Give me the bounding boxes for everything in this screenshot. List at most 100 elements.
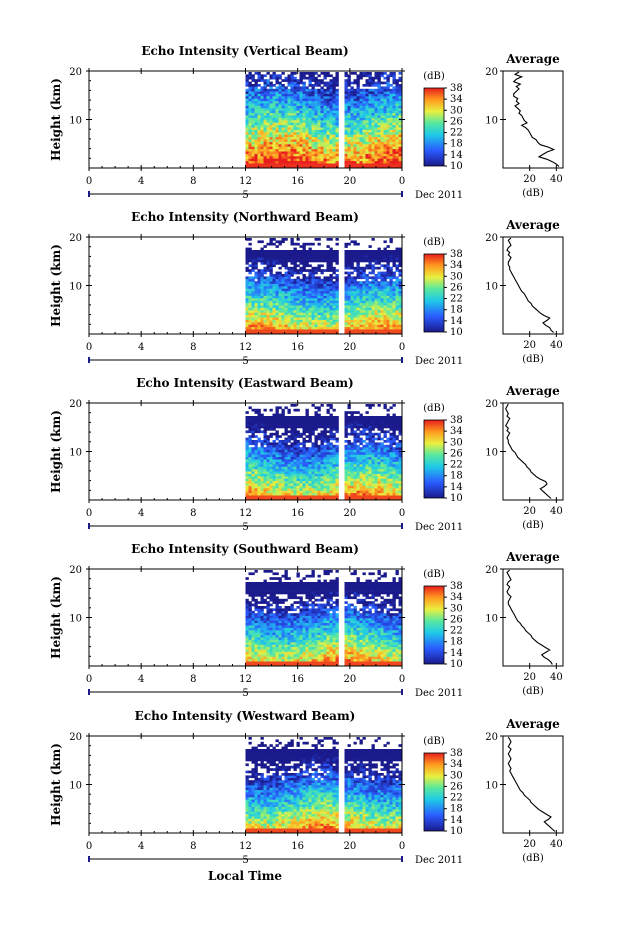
heatmap-cell bbox=[305, 105, 309, 109]
heatmap-cell bbox=[344, 326, 348, 330]
heatmap-cell bbox=[296, 464, 300, 467]
heatmap-cell bbox=[368, 160, 372, 164]
heatmap-cell bbox=[257, 250, 261, 253]
heatmap-cell bbox=[323, 281, 327, 284]
heatmap-cell bbox=[251, 148, 255, 152]
heatmap-cell bbox=[362, 122, 366, 126]
heatmap-cell bbox=[317, 478, 321, 482]
heatmap-cell bbox=[245, 319, 249, 323]
heatmap-cell bbox=[275, 91, 279, 94]
heatmap-cell bbox=[347, 79, 351, 82]
heatmap-cell bbox=[245, 141, 249, 145]
x-tick-label: 0 bbox=[86, 176, 92, 187]
heatmap-cell bbox=[386, 165, 390, 169]
heatmap-cell bbox=[245, 488, 249, 491]
heatmap-cell bbox=[392, 100, 396, 104]
heatmap-cell bbox=[266, 447, 270, 450]
heatmap-cell bbox=[335, 117, 339, 121]
heatmap-cell bbox=[293, 139, 297, 142]
heatmap-cell bbox=[317, 293, 321, 296]
heatmap-cell bbox=[311, 485, 315, 489]
heatmap-cell bbox=[314, 461, 318, 465]
heatmap-cell bbox=[302, 317, 306, 320]
heatmap-cell bbox=[353, 425, 357, 429]
heatmap-cell bbox=[263, 461, 267, 465]
heatmap-cell bbox=[350, 100, 354, 104]
heatmap-cell bbox=[266, 423, 270, 426]
heatmap-cell bbox=[290, 312, 294, 316]
heatmap-cell bbox=[326, 112, 330, 116]
heatmap-cell bbox=[287, 423, 291, 426]
heatmap-cell bbox=[386, 79, 390, 82]
heatmap-cell bbox=[353, 120, 357, 123]
heatmap-cell bbox=[365, 293, 369, 296]
heatmap-cell bbox=[275, 312, 279, 316]
heatmap-cell bbox=[392, 293, 396, 296]
heatmap-cell bbox=[377, 322, 381, 325]
heatmap-cell bbox=[266, 156, 270, 159]
x-tick-label: 16 bbox=[291, 342, 304, 353]
heatmap-cell bbox=[257, 96, 261, 99]
heatmap-cell bbox=[290, 91, 294, 94]
heatmap-cell bbox=[329, 139, 333, 142]
heatmap-cell bbox=[326, 314, 330, 318]
heatmap-cell bbox=[248, 100, 252, 104]
heatmap-cell bbox=[392, 79, 396, 82]
heatmap-cell bbox=[293, 319, 297, 323]
heatmap-cell bbox=[353, 242, 357, 246]
heatmap-cell bbox=[254, 454, 258, 458]
heatmap-cell bbox=[293, 105, 297, 109]
heatmap-cell bbox=[299, 307, 303, 311]
heatmap-cell bbox=[299, 165, 303, 169]
heatmap-cell bbox=[266, 437, 270, 441]
heatmap-cell bbox=[281, 480, 285, 484]
heatmap-cell bbox=[287, 250, 291, 253]
heatmap-cell bbox=[329, 326, 333, 330]
heatmap-cell bbox=[395, 124, 399, 128]
heatmap-cell bbox=[296, 81, 300, 85]
heatmap-cell bbox=[398, 79, 402, 82]
heatmap-cell bbox=[359, 314, 363, 318]
heatmap-cell bbox=[269, 476, 273, 479]
heatmap-cell bbox=[371, 295, 375, 299]
heatmap-cell bbox=[347, 115, 351, 118]
heatmap-cell bbox=[383, 96, 387, 99]
heatmap-cell bbox=[308, 490, 312, 494]
heatmap-cell bbox=[398, 136, 402, 140]
heatmap-cell bbox=[275, 281, 279, 284]
heatmap-cell bbox=[290, 132, 294, 135]
heatmap-cell bbox=[251, 416, 255, 419]
heatmap-cell bbox=[290, 293, 294, 296]
heatmap-cell bbox=[293, 331, 297, 335]
heatmap-cell bbox=[254, 129, 258, 133]
heatmap-cell bbox=[245, 326, 249, 330]
heatmap-cell bbox=[263, 492, 267, 496]
heatmap-cell bbox=[353, 449, 357, 453]
heatmap-cell bbox=[350, 464, 354, 467]
heatmap-cell bbox=[365, 115, 369, 118]
heatmap-cell bbox=[272, 254, 276, 258]
heatmap-cell bbox=[248, 91, 252, 94]
heatmap-cell bbox=[287, 281, 291, 284]
heatmap-cell bbox=[275, 151, 279, 154]
heatmap-cell bbox=[347, 420, 351, 424]
heatmap-cell bbox=[380, 103, 384, 106]
heatmap-cell bbox=[329, 329, 333, 332]
heatmap-cell bbox=[329, 88, 333, 92]
heatmap-cell bbox=[320, 468, 324, 472]
heatmap-cell bbox=[254, 331, 258, 335]
heatmap-cell bbox=[398, 115, 402, 118]
heatmap-cell bbox=[260, 302, 264, 306]
heatmap-cell bbox=[287, 108, 291, 111]
heatmap-cell bbox=[290, 250, 294, 253]
heatmap-cell bbox=[266, 485, 270, 489]
heatmap-cell bbox=[281, 444, 285, 448]
heatmap-cell bbox=[257, 122, 261, 126]
heatmap-cell bbox=[248, 103, 252, 106]
heatmap-cell bbox=[254, 425, 258, 429]
heatmap-cell bbox=[278, 302, 282, 306]
heatmap-cell bbox=[302, 129, 306, 133]
heatmap-cell bbox=[395, 91, 399, 94]
heatmap-cell bbox=[347, 98, 351, 102]
heatmap-cell bbox=[263, 490, 267, 494]
